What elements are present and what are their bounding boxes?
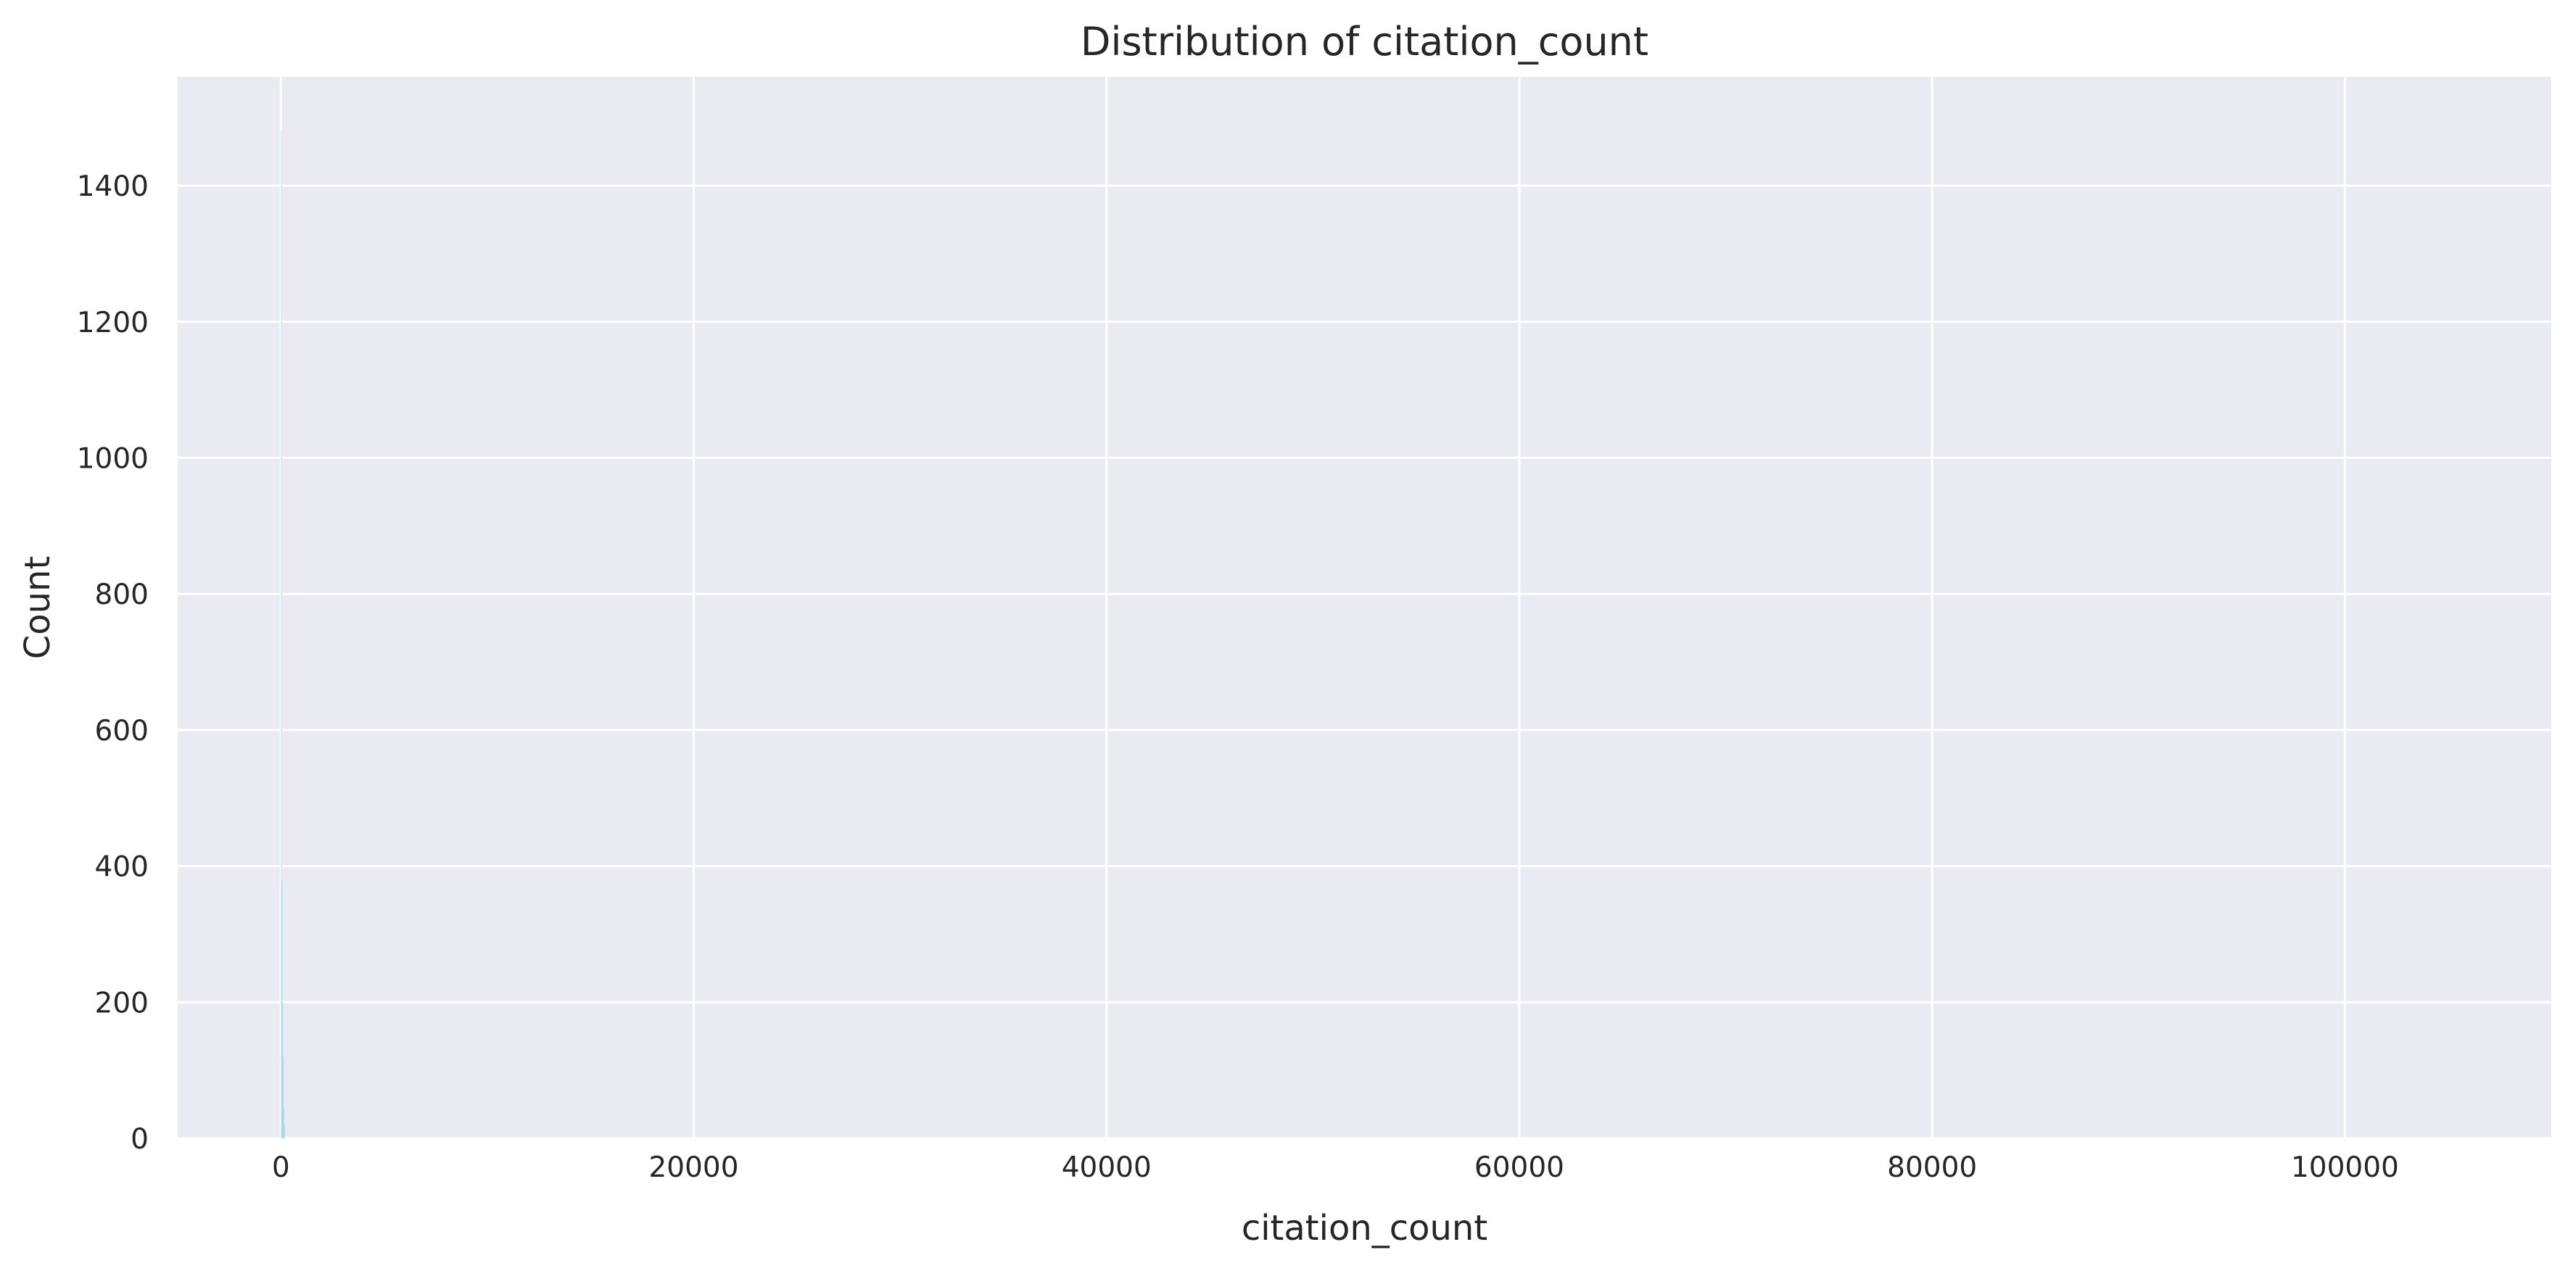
y-tick-label: 1000 [77, 443, 149, 476]
x-axis-label: citation_count [1242, 1208, 1487, 1249]
y-tick-label: 200 [95, 987, 149, 1019]
chart-title: Distribution of citation_count [1081, 19, 1648, 65]
x-tick-label: 80000 [1887, 1151, 1977, 1184]
x-tick-label: 0 [272, 1151, 290, 1184]
y-tick-label: 0 [131, 1123, 149, 1156]
histogram-bar [282, 1056, 284, 1138]
histogram-bar [282, 1002, 284, 1138]
grid-lines [178, 77, 2551, 1140]
plot-background [178, 77, 2551, 1138]
histogram-bar [281, 879, 283, 1138]
y-tick-label: 1200 [77, 307, 149, 339]
y-tick-label: 600 [95, 715, 149, 748]
x-tick-label: 60000 [1474, 1151, 1564, 1184]
y-tick-label: 800 [95, 579, 149, 611]
x-tick-label: 20000 [648, 1151, 738, 1184]
x-tick-label: 100000 [2291, 1151, 2399, 1184]
y-axis-label: Count [17, 556, 58, 660]
y-tick-label: 1400 [77, 170, 149, 203]
x-tick-label: 40000 [1062, 1151, 1152, 1184]
y-tick-label: 400 [95, 851, 149, 884]
histogram-bars [281, 131, 285, 1139]
tick-labels: 0 20000 40000 60000 80000 100000 0 200 400 600 800… [77, 170, 2399, 1184]
histogram-bar [284, 1125, 285, 1138]
